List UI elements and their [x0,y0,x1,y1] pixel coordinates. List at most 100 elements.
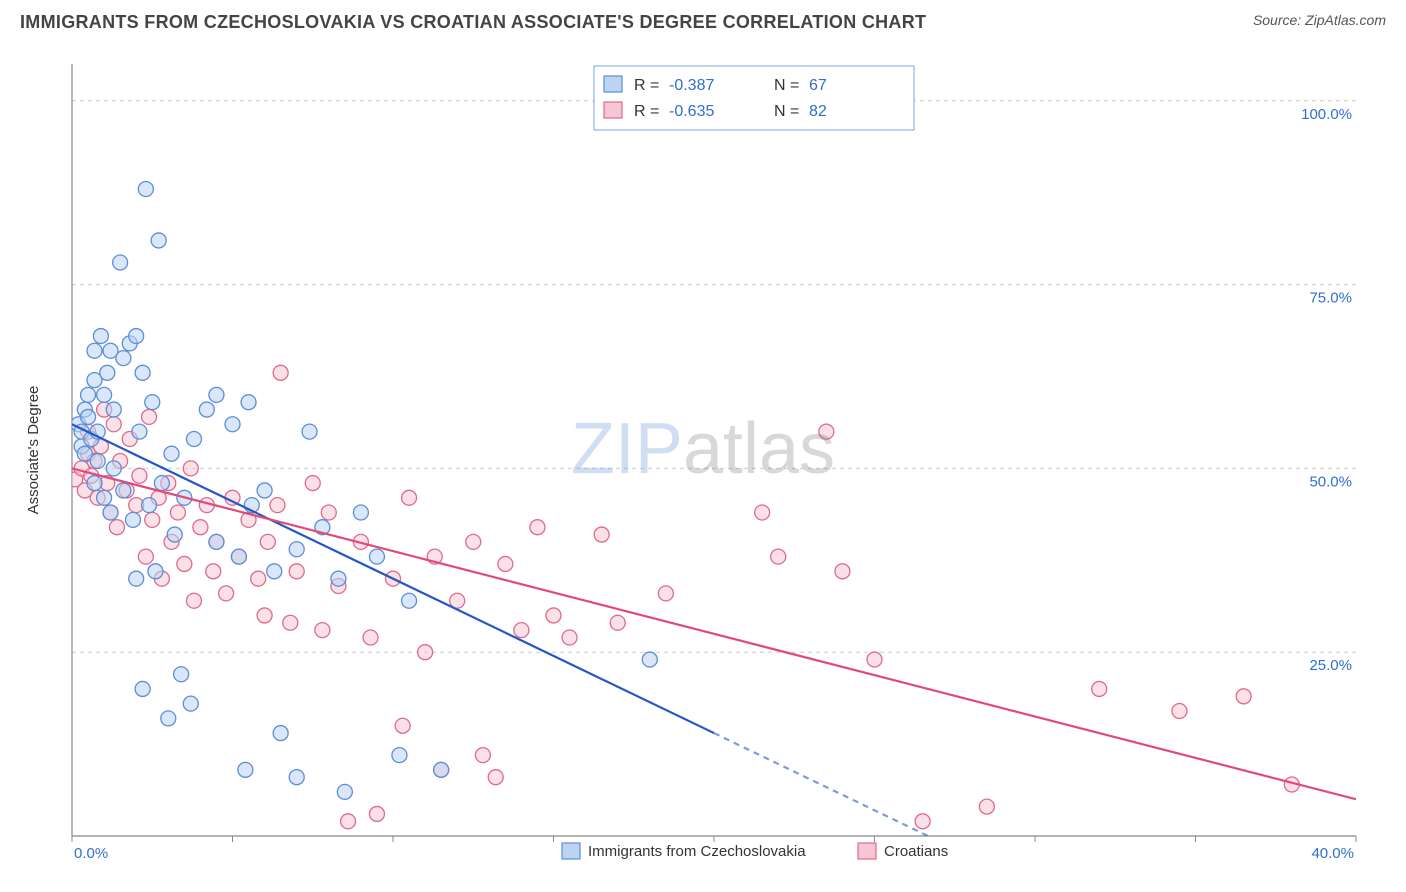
scatter-point [835,564,850,579]
legend-swatch [562,843,580,859]
scatter-point [331,571,346,586]
scatter-point [498,556,513,571]
scatter-point [418,645,433,660]
scatter-point [289,770,304,785]
scatter-point [267,564,282,579]
scatter-point [434,762,449,777]
scatter-point [129,571,144,586]
scatter-point [979,799,994,814]
scatter-point [132,424,147,439]
scatter-point [174,667,189,682]
y-axis-label: Associate's Degree [25,386,42,515]
chart-title: IMMIGRANTS FROM CZECHOSLOVAKIA VS CROATI… [20,12,926,33]
scatter-point [466,534,481,549]
scatter-point [283,615,298,630]
scatter-point [116,483,131,498]
legend-series: Immigrants from Czechoslovakia Croatians [562,843,948,860]
legend-label: Immigrants from Czechoslovakia [588,843,806,860]
scatter-point [151,233,166,248]
scatter-point [161,711,176,726]
scatter-point [87,476,102,491]
y-tick-label: 100.0% [1301,106,1352,123]
scatter-point [81,387,96,402]
scatter-point [819,424,834,439]
scatter-point [97,490,112,505]
scatter-point [219,586,234,601]
scatter-point [546,608,561,623]
scatter-point [337,784,352,799]
svg-text:82: 82 [809,103,827,120]
scatter-point [369,549,384,564]
scatter-point [193,520,208,535]
scatter-point [321,505,336,520]
legend-label: Croatians [884,843,948,860]
scatter-point [113,255,128,270]
scatter-point [241,395,256,410]
scatter-point [257,608,272,623]
scatter-point [771,549,786,564]
scatter-point [138,181,153,196]
y-tick-label: 50.0% [1309,473,1352,490]
scatter-point [867,652,882,667]
scatter-point [562,630,577,645]
scatter-point [90,454,105,469]
scatter-point [341,814,356,829]
scatter-point [199,402,214,417]
legend-swatch [604,76,622,92]
scatter-point [273,365,288,380]
scatter-point [514,623,529,638]
scatter-point [186,593,201,608]
scatter-point [129,329,144,344]
svg-text:R =: R = [634,103,659,120]
scatter-point [1172,704,1187,719]
svg-text:N =: N = [774,77,799,94]
legend-stats: R = -0.387N = 67R = -0.635N = 82 [594,66,914,130]
scatter-point [289,542,304,557]
scatter-point [302,424,317,439]
scatter-point [488,770,503,785]
scatter-point [225,417,240,432]
correlation-scatter-chart: 25.0%50.0%75.0%100.0%0.0%40.0%Associate'… [20,50,1386,882]
scatter-point [103,505,118,520]
scatter-point [260,534,275,549]
scatter-point [1236,689,1251,704]
scatter-point [209,534,224,549]
scatter-point [402,490,417,505]
scatter-point [915,814,930,829]
source-label: Source: [1253,12,1305,28]
scatter-point [135,365,150,380]
scatter-point [231,549,246,564]
scatter-point [145,395,160,410]
scatter-point [353,505,368,520]
scatter-point [93,329,108,344]
x-tick-label: 40.0% [1311,845,1354,862]
scatter-point [87,343,102,358]
scatter-point [177,556,192,571]
scatter-point [183,696,198,711]
scatter-point [475,748,490,763]
scatter-point [392,748,407,763]
scatter-point [289,564,304,579]
svg-text:N =: N = [774,103,799,120]
svg-text:-0.635: -0.635 [669,103,714,120]
scatter-point [97,387,112,402]
scatter-point [109,520,124,535]
y-tick-label: 25.0% [1309,657,1352,674]
scatter-point [142,409,157,424]
scatter-point [610,615,625,630]
scatter-point [209,387,224,402]
svg-text:67: 67 [809,77,827,94]
scatter-point [363,630,378,645]
scatter-point [167,527,182,542]
scatter-point [402,593,417,608]
scatter-point [755,505,770,520]
source-value: ZipAtlas.com [1305,12,1386,28]
legend-swatch [604,102,622,118]
svg-text:-0.387: -0.387 [669,77,714,94]
scatter-point [132,468,147,483]
scatter-point [142,498,157,513]
scatter-point [206,564,221,579]
scatter-point [81,409,96,424]
scatter-point [106,417,121,432]
scatter-point [238,762,253,777]
